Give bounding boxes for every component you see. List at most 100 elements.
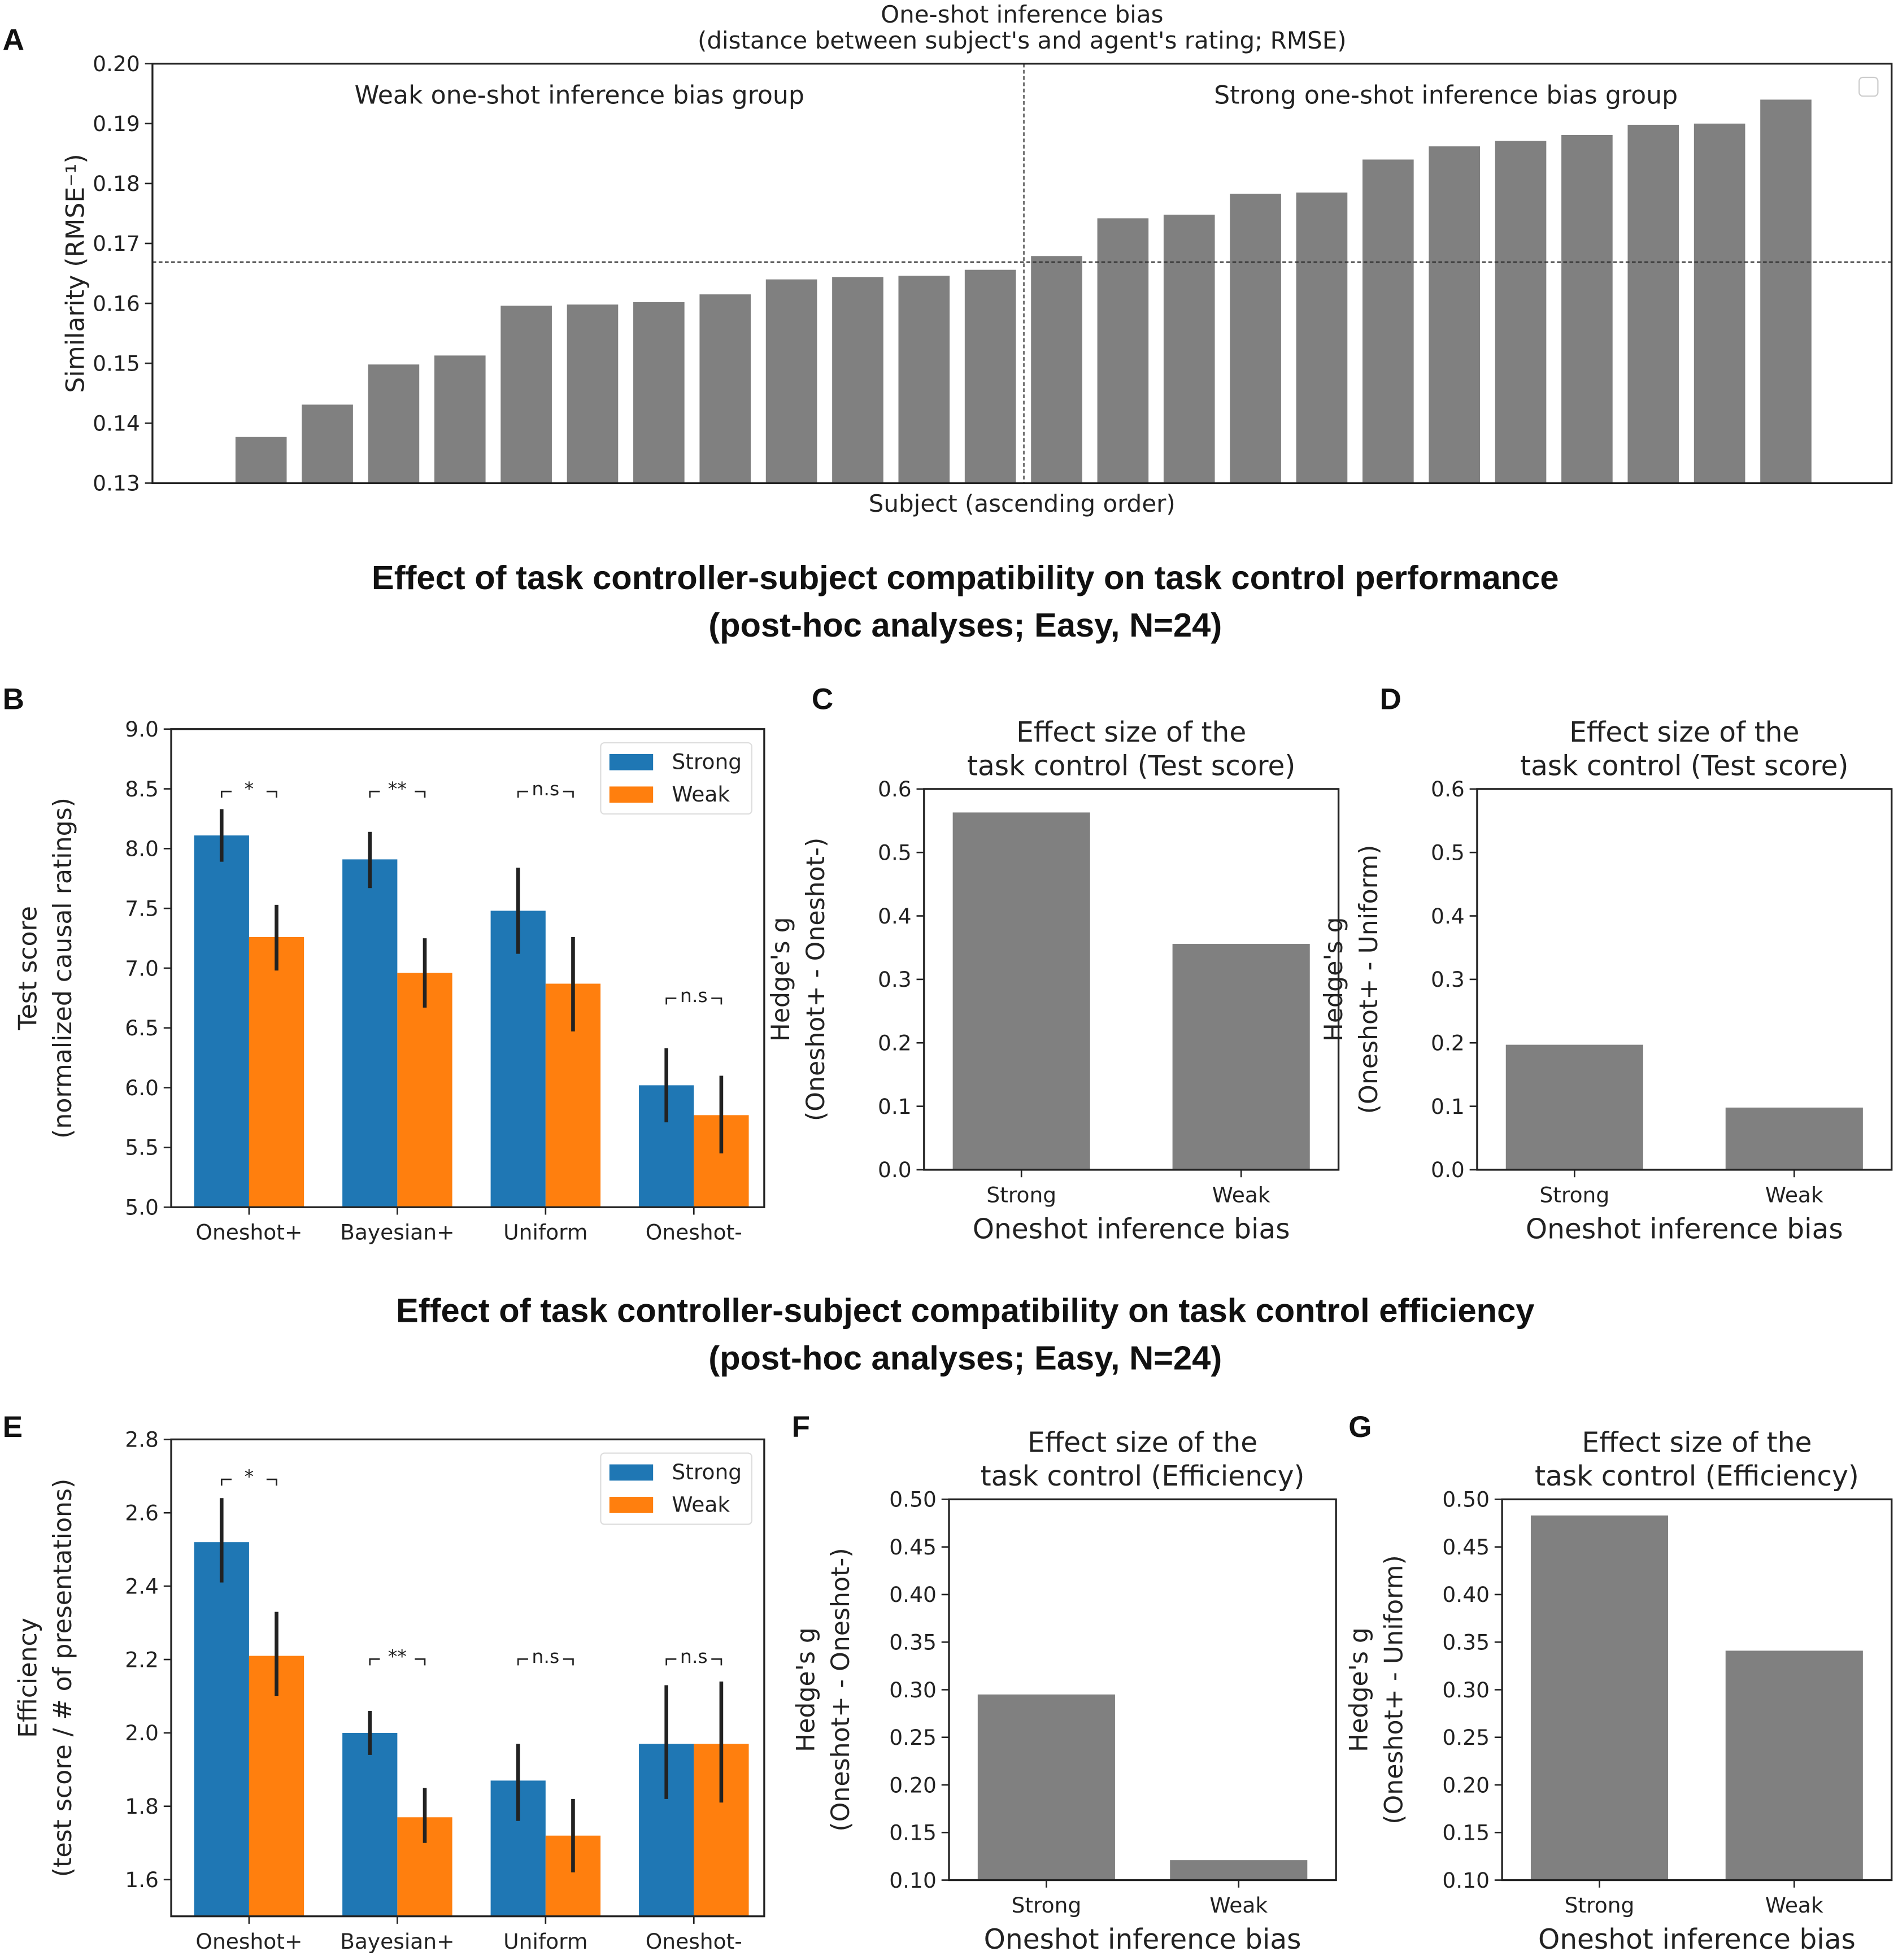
y-axis-label: Hedge's g: [791, 1627, 820, 1752]
bar: [1725, 1650, 1863, 1880]
y-tick-label: 2.0: [125, 1721, 159, 1745]
chart-title: Effect size of the: [1582, 1427, 1812, 1458]
chart-d: 0.0 0.1 0.2 0.3 0.4 0.5 0.6 Hedge's g (Oneshot+ …: [1320, 717, 1893, 1245]
significance-bracket: [369, 1658, 426, 1666]
x-tick-label: Oneshot+: [195, 1929, 302, 1954]
chart-title: (distance between subject's and agent's …: [698, 27, 1347, 54]
y-tick-label: 0.1: [878, 1094, 912, 1119]
chart-title: One-shot inference bias: [881, 1, 1163, 28]
y-tick-label: 0.40: [889, 1582, 937, 1607]
bar: [1495, 141, 1547, 484]
y-tick-label: 8.0: [125, 837, 159, 861]
y-tick-label: 0.16: [93, 291, 140, 316]
bar: [977, 1694, 1115, 1880]
axes-frame: [948, 1498, 1337, 1881]
y-tick-label: 0.30: [889, 1678, 937, 1702]
legend-swatch: [609, 1497, 654, 1513]
significance-label: **: [388, 1645, 407, 1667]
efficiency-headline: Effect of task controller-subject compat…: [396, 1292, 1534, 1330]
group-label-strong: Strong one-shot inference bias group: [1214, 81, 1678, 110]
bar: [1170, 1860, 1308, 1880]
x-tick-label: Bayesian+: [340, 1929, 454, 1954]
x-tick-label: Strong: [986, 1182, 1056, 1207]
y-tick-label: 2.8: [125, 1427, 159, 1452]
y-tick-label: 0.4: [1431, 904, 1465, 929]
bar: [368, 364, 420, 484]
x-tick-label: Oneshot-: [646, 1220, 742, 1245]
y-tick-label: 7.5: [125, 896, 159, 921]
y-tick-label: 0.10: [889, 1868, 937, 1893]
chart-title: task control (Efficiency): [1535, 1461, 1859, 1492]
chart-a: 0.13 0.14 0.15 0.16 0.17 0.18 0.19 0.20 Similari…: [61, 1, 1893, 517]
x-axis-label: Oneshot inference bias: [973, 1214, 1290, 1245]
y-tick-label: 0.50: [889, 1487, 937, 1512]
x-tick-label: Weak: [1209, 1893, 1268, 1918]
bar-strong: [194, 1542, 249, 1917]
bar: [235, 437, 287, 484]
x-tick-label: Weak: [1765, 1893, 1823, 1918]
significance-label: *: [245, 778, 254, 800]
bar: [302, 404, 353, 484]
y-tick-label: 0.20: [1442, 1772, 1490, 1797]
significance-label: **: [388, 778, 407, 800]
y-axis-label: (test score / # of presentations): [49, 1479, 77, 1878]
bar: [898, 276, 950, 484]
y-tick-label: 0.0: [878, 1157, 912, 1182]
y-tick-label: 2.2: [125, 1647, 159, 1672]
performance-headline: Effect of task controller-subject compat…: [372, 559, 1559, 596]
significance-bracket: [220, 790, 277, 798]
axes-frame: [151, 63, 1893, 485]
performance-subheadline: (post-hoc analyses; Easy, N=24): [708, 606, 1222, 644]
bar-weak: [249, 1656, 304, 1917]
legend-label: Strong: [672, 749, 742, 774]
panel-letter-g: G: [1348, 1410, 1372, 1444]
axes-frame: [170, 728, 765, 1208]
chart-f: 0.10 0.15 0.20 0.25 0.30 0.35 0.40 0.45 0.50 Hedg…: [791, 1427, 1337, 1955]
chart-title: Effect size of the: [1569, 717, 1799, 748]
axes-frame: [923, 788, 1340, 1171]
y-tick-label: 0.45: [1442, 1535, 1490, 1560]
legend: Strong Weak: [600, 1452, 752, 1525]
significance-label: n.s: [680, 985, 708, 1007]
y-tick-label: 5.5: [125, 1135, 159, 1160]
bar: [952, 812, 1090, 1170]
y-tick-label: 0.20: [889, 1772, 937, 1797]
legend-swatch: [609, 1464, 654, 1481]
bar: [832, 277, 883, 484]
y-tick-label: 6.5: [125, 1016, 159, 1040]
legend-label: Weak: [672, 782, 730, 807]
bar-strong: [342, 1732, 398, 1917]
bar: [1760, 99, 1812, 484]
y-axis-label: (Oneshot+ - Oneshot-): [802, 838, 830, 1121]
panel-letter-c: C: [812, 682, 833, 716]
bar: [1031, 256, 1082, 484]
legend-label: Strong: [672, 1460, 742, 1484]
y-tick-label: 0.35: [889, 1630, 937, 1654]
y-tick-label: 0.5: [1431, 840, 1465, 865]
significance-bracket: [665, 1658, 722, 1666]
y-axis-label: (Oneshot+ - Uniform): [1355, 845, 1383, 1114]
efficiency-subheadline: (post-hoc analyses; Easy, N=24): [708, 1339, 1222, 1377]
x-tick-label: Strong: [1565, 1893, 1635, 1918]
significance-bracket: [517, 790, 574, 798]
bar-weak: [397, 973, 452, 1208]
significance-bracket: [369, 790, 426, 798]
y-axis-label: Hedge's g: [767, 917, 795, 1042]
y-tick-label: 5.0: [125, 1195, 159, 1220]
y-axis-label: Efficiency: [14, 1618, 42, 1738]
chart-b: 5.0 5.5 6.0 6.5 7.0 7.5 8.0 8.5 9.0 Test score (no…: [14, 717, 765, 1245]
legend-swatch: [609, 786, 654, 803]
empty-legend: [1858, 76, 1879, 97]
bar-weak: [249, 937, 304, 1208]
x-tick-label: Oneshot-: [646, 1929, 742, 1954]
bar-strong: [194, 835, 249, 1208]
bar: [1172, 943, 1310, 1170]
chart-title: task control (Test score): [1520, 751, 1848, 782]
axes-frame: [1476, 788, 1893, 1171]
y-tick-label: 0.5: [878, 840, 912, 865]
y-tick-label: 2.4: [125, 1574, 159, 1599]
chart-title: Effect size of the: [1028, 1427, 1257, 1458]
y-tick-label: 0.45: [889, 1535, 937, 1560]
legend-swatch: [609, 753, 654, 770]
